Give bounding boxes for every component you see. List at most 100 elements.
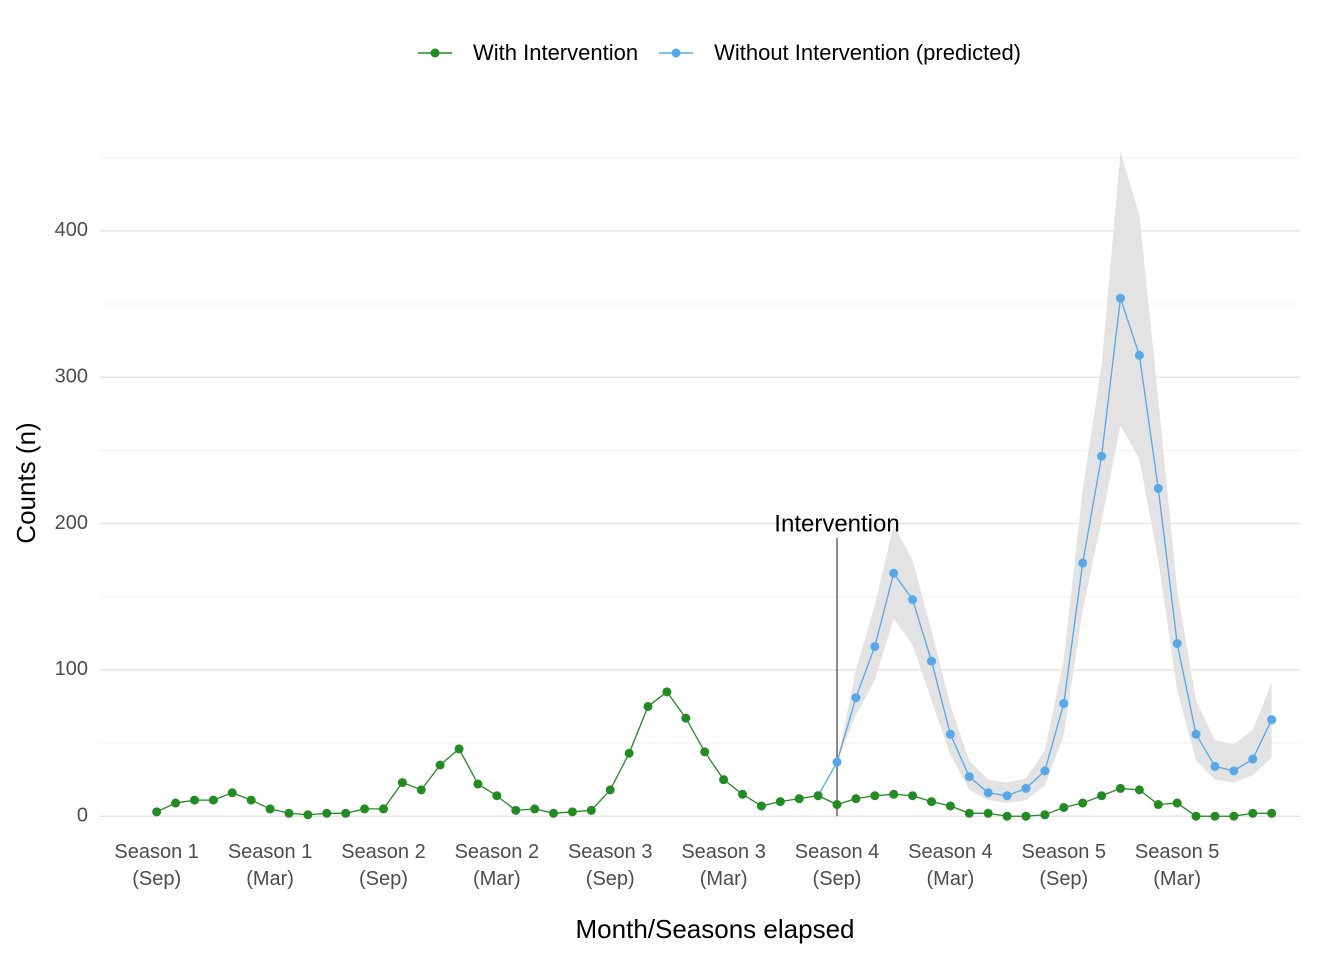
point	[643, 701, 653, 711]
x-tick-label: Season 4 (Mar)	[908, 841, 993, 890]
point	[1134, 785, 1144, 795]
point	[1040, 810, 1050, 820]
point	[1021, 811, 1031, 821]
point	[567, 807, 577, 817]
point	[265, 804, 275, 814]
point	[756, 801, 766, 811]
point	[1229, 766, 1239, 776]
annotation-label: Intervention	[774, 510, 899, 537]
point	[1115, 783, 1125, 793]
point	[1134, 350, 1144, 360]
y-tick-label: 100	[55, 658, 88, 680]
point	[511, 805, 521, 815]
point	[322, 808, 332, 818]
point	[926, 797, 936, 807]
point	[832, 757, 842, 767]
x-axis-title: Month/Seasons elapsed	[576, 914, 855, 944]
point	[303, 810, 313, 820]
point	[1248, 754, 1258, 764]
point	[1172, 639, 1182, 649]
point	[1210, 761, 1220, 771]
point	[473, 779, 483, 789]
point	[416, 785, 426, 795]
point	[1267, 808, 1277, 818]
point	[1059, 802, 1069, 812]
point	[794, 794, 804, 804]
point	[983, 808, 993, 818]
x-tick-label: Season 1 (Mar)	[227, 841, 313, 890]
x-tick-label: Season 2 (Sep)	[341, 841, 426, 890]
legend-swatch	[671, 48, 681, 58]
point	[454, 744, 464, 754]
legend-swatch	[430, 48, 440, 58]
y-tick-label: 0	[77, 805, 88, 827]
point	[964, 772, 974, 782]
point	[908, 791, 918, 801]
point	[1097, 451, 1107, 461]
point	[1078, 558, 1088, 568]
point	[1097, 791, 1107, 801]
point	[851, 693, 861, 703]
point	[1229, 811, 1239, 821]
point	[1248, 808, 1258, 818]
point	[889, 789, 899, 799]
point	[1021, 783, 1031, 793]
point	[1078, 798, 1088, 808]
x-tick-label: Season 1 (Sep)	[114, 841, 199, 890]
y-tick-label: 200	[55, 512, 88, 534]
point	[360, 804, 370, 814]
point	[700, 747, 710, 757]
point	[1172, 798, 1182, 808]
point	[889, 568, 899, 578]
y-tick-label: 400	[55, 219, 88, 241]
point	[189, 795, 199, 805]
x-tick-label: Season 2 (Mar)	[454, 841, 540, 890]
point	[284, 808, 294, 818]
x-tick-label: Season 3 (Sep)	[567, 841, 653, 890]
point	[681, 713, 691, 723]
point	[397, 778, 407, 788]
x-tick-label: Season 5 (Sep)	[1021, 841, 1107, 890]
y-tick-label: 300	[55, 365, 88, 387]
point	[1040, 766, 1050, 776]
legend-label: With Intervention	[473, 40, 638, 65]
point	[1191, 729, 1201, 739]
point	[1115, 293, 1125, 303]
x-tick-label: Season 3 (Mar)	[681, 841, 766, 890]
point	[926, 656, 936, 666]
point	[624, 748, 634, 758]
point	[549, 808, 559, 818]
point	[586, 805, 596, 815]
point	[719, 775, 729, 785]
x-tick-label: Season 5 (Mar)	[1134, 841, 1220, 890]
point	[1210, 811, 1220, 821]
point	[208, 795, 218, 805]
point	[341, 808, 351, 818]
point	[908, 595, 918, 605]
point	[983, 788, 993, 798]
point	[1059, 699, 1069, 709]
point	[813, 791, 823, 801]
point	[832, 800, 842, 810]
point	[171, 798, 181, 808]
point	[378, 804, 388, 814]
legend-label: Without Intervention (predicted)	[714, 40, 1021, 65]
point	[662, 687, 672, 697]
point	[1002, 811, 1012, 821]
point	[1267, 715, 1277, 725]
point	[1002, 791, 1012, 801]
point	[1153, 800, 1163, 810]
point	[738, 789, 748, 799]
point	[964, 808, 974, 818]
x-tick-label: Season 4 (Sep)	[794, 841, 880, 890]
point	[152, 807, 162, 817]
point	[1191, 811, 1201, 821]
point	[945, 801, 955, 811]
point	[870, 641, 880, 651]
point	[870, 791, 880, 801]
point	[851, 794, 861, 804]
point	[775, 797, 785, 807]
point	[605, 785, 615, 795]
point	[435, 760, 445, 770]
